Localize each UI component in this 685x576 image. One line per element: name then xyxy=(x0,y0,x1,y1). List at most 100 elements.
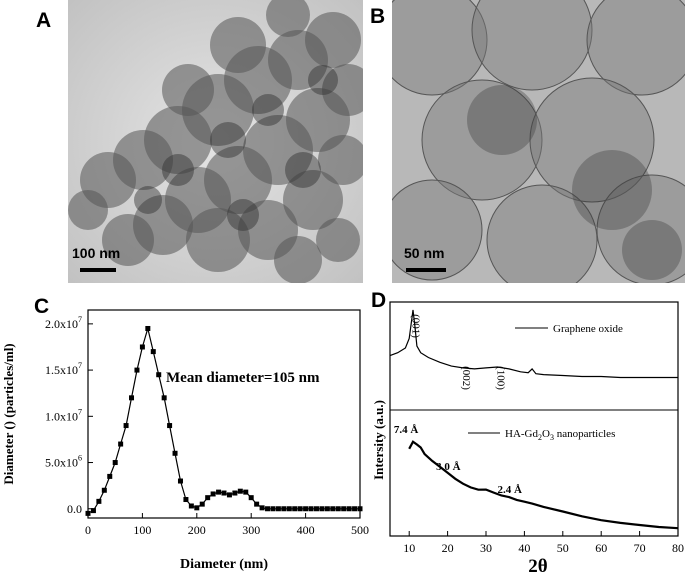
chart-c-x-tick-label: 400 xyxy=(297,523,315,537)
scale-bar-b xyxy=(406,268,446,272)
chart-c-data-point xyxy=(188,503,194,509)
chart-c-x-axis-label: Diameter (nm) xyxy=(180,557,268,572)
xrd-peak-label-ha-gd2o3: 3.0 Å xyxy=(436,461,461,473)
chart-c-data-point xyxy=(248,495,254,501)
chart-c-data-point xyxy=(324,506,330,512)
chart-d-y-axis-label: Intersity (a.u.) xyxy=(371,400,386,480)
scale-label-b: 50 nm xyxy=(404,245,445,261)
chart-c-data-point xyxy=(194,505,200,511)
chart-c-data-point xyxy=(107,473,113,479)
chart-c-data-point xyxy=(281,506,287,512)
chart-c-data-point xyxy=(150,349,156,355)
legend-label-ha-gd2o3: HA-Gd2O3 nanoparticles xyxy=(505,428,615,442)
chart-c-annotation: Mean diameter=105 nm xyxy=(166,370,320,386)
chart-c-data-point xyxy=(357,506,363,512)
chart-d-x-tick-label: 20 xyxy=(442,541,454,555)
chart-c-y-tick-label: 5.0x106 xyxy=(45,454,82,470)
chart-c-x-tick-label: 200 xyxy=(188,523,206,537)
chart-d-x-tick-label: 50 xyxy=(557,541,569,555)
chart-d-x-tick-label: 30 xyxy=(480,541,492,555)
panel-d-letter: D xyxy=(371,289,387,312)
chart-c-data-point xyxy=(177,478,183,484)
chart-c-data-point xyxy=(297,506,303,512)
chart-c-data-point xyxy=(129,395,135,401)
chart-c-data-point xyxy=(319,506,325,512)
tem-image-b-graphic xyxy=(392,0,685,283)
tem-image-b xyxy=(392,0,685,283)
chart-d-x-tick-label: 80 xyxy=(672,541,684,555)
xrd-peak-label-graphene: (002) xyxy=(460,366,472,390)
chart-d-x-tick-label: 40 xyxy=(518,541,530,555)
xrd-peak-label-ha-gd2o3: 2.4 Å xyxy=(498,484,523,496)
chart-c-data-point xyxy=(199,501,205,507)
chart-c-data-point xyxy=(139,344,145,350)
chart-c-y-axis-label: Diameter () (particles/ml) xyxy=(1,343,16,484)
chart-c-data-point xyxy=(118,441,124,447)
chart-c-x-tick-label: 300 xyxy=(242,523,260,537)
chart-c-data-point xyxy=(167,423,173,429)
panel-b-letter: B xyxy=(370,5,386,28)
scale-label-a: 100 nm xyxy=(72,245,121,261)
xrd-peak-label-ha-gd2o3: 7.4 Å xyxy=(394,424,419,436)
chart-c-data-point xyxy=(101,487,107,493)
chart-d-x-tick-label: 10 xyxy=(403,541,415,555)
chart-c-y-tick-label: 1.0x107 xyxy=(45,407,82,423)
chart-c-data-point xyxy=(335,506,341,512)
chart-c-plot-frame xyxy=(87,309,361,519)
chart-c-data-point xyxy=(156,372,162,378)
chart-c-data-point xyxy=(265,506,271,512)
scale-bar-a xyxy=(80,268,116,272)
chart-c-series-line xyxy=(87,326,360,514)
chart-c-data-point xyxy=(112,460,118,466)
chart-c-data-point xyxy=(85,510,91,516)
chart-d-x-tick-label: 70 xyxy=(634,541,646,555)
chart-c-data-point xyxy=(183,497,189,503)
tem-image-a xyxy=(68,0,363,283)
chart-c-x-tick-label: 500 xyxy=(351,523,369,537)
chart-c-data-point xyxy=(243,489,249,495)
chart-c-data-point xyxy=(237,488,243,494)
chart-c-data-point xyxy=(270,506,276,512)
xrd-peak-label-graphene: (001) xyxy=(409,314,421,338)
chart-c-y-tick-label: 1.5x107 xyxy=(45,361,82,377)
panel-a-letter: A xyxy=(36,9,52,32)
chart-c-data-point xyxy=(286,506,292,512)
chart-c-data-point xyxy=(226,492,232,498)
chart-c-x-tick-label: 100 xyxy=(133,523,151,537)
chart-c-data-point xyxy=(303,506,309,512)
size-distribution-chart: 0.0 5.0x106 1.0x107 1.5x107 2.0x107 0 100 200 3… xyxy=(1,309,369,572)
tem-image-a-graphic xyxy=(68,0,363,283)
chart-c-data-point xyxy=(134,367,140,373)
chart-c-data-point xyxy=(123,423,129,429)
chart-d-x-axis-label: 2θ xyxy=(528,556,548,576)
chart-c-data-point xyxy=(313,506,319,512)
chart-c-data-point xyxy=(346,506,352,512)
chart-c-data-point xyxy=(292,506,298,512)
legend-label-graphene: Graphene oxide xyxy=(553,323,623,335)
panel-c-letter: C xyxy=(34,295,50,318)
chart-c-data-point xyxy=(259,505,265,511)
chart-c-data-point xyxy=(96,498,102,504)
xrd-peak-label-graphene: (100) xyxy=(495,366,507,390)
chart-c-data-point xyxy=(232,490,238,496)
chart-c-data-point xyxy=(254,501,260,507)
xrd-chart: 10 20 30 40 50 60 70 80 (001) (002) (100) 7.4 Å 3.0… xyxy=(371,301,684,576)
chart-c-y-tick-label: 0.0 xyxy=(67,502,82,516)
chart-c-data-point xyxy=(275,506,281,512)
xrd-ha-gd2o3-line xyxy=(408,440,679,530)
chart-c-data-point xyxy=(210,491,216,497)
chart-c-data-point xyxy=(205,495,211,501)
chart-c-data-point xyxy=(341,506,347,512)
chart-c-data-point xyxy=(145,325,151,331)
chart-c-data-point xyxy=(172,450,178,456)
chart-c-y-tick-label: 2.0x107 xyxy=(45,315,82,331)
chart-c-data-point xyxy=(308,506,314,512)
chart-d-x-tick-label: 60 xyxy=(595,541,607,555)
chart-c-data-point xyxy=(330,506,336,512)
chart-c-x-tick-label: 0 xyxy=(85,523,91,537)
chart-c-data-point xyxy=(216,489,222,495)
chart-c-data-point xyxy=(221,490,227,496)
xrd-graphene-oxide-line xyxy=(389,309,678,379)
chart-c-data-point xyxy=(352,506,358,512)
chart-c-data-point xyxy=(161,395,167,401)
